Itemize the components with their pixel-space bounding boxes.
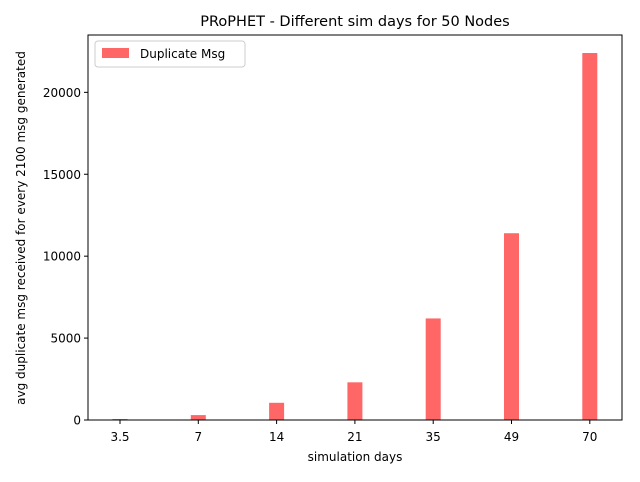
x-tick-label-35: 35 [426,430,441,444]
x-tick-label-3.5: 3.5 [110,430,129,444]
legend-label: Duplicate Msg [140,47,225,61]
y-tick-label-20000: 20000 [43,86,81,100]
legend-swatch [102,48,129,58]
bar-7 [190,415,206,420]
legend-box [94,40,246,68]
bar-49 [504,233,519,420]
bar-70 [582,53,598,421]
y-tick-label-10000: 10000 [43,250,81,264]
x-tick-label-49: 49 [504,430,519,444]
bars-group [112,53,598,421]
y-tick-label-0: 0 [73,414,81,428]
y-tick-label-15000: 15000 [43,168,81,182]
x-axis-label: simulation days [308,450,403,464]
x-tick-label-21: 21 [347,430,362,444]
x-tick-label-7: 7 [194,430,202,444]
legend: Duplicate Msg [94,40,246,68]
plot-frame [87,34,623,421]
x-tick-label-14: 14 [269,430,284,444]
y-axis-label: avg duplicate msg received for every 210… [14,51,28,405]
bar-21 [347,382,363,420]
chart-title: PRoPHET - Different sim days for 50 Node… [200,14,509,30]
y-tick-label-5000: 5000 [50,332,81,346]
x-tick-label-70: 70 [582,430,597,444]
bar-35 [425,318,441,420]
x-ticks-group: 3.5 7 14 21 35 49 70 [110,420,597,444]
y-ticks-group: 0 5000 10000 15000 20000 [43,86,88,428]
bar-14 [269,402,285,420]
